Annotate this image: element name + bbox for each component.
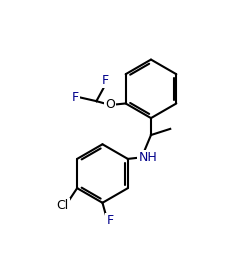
Text: F: F [71, 91, 78, 104]
Text: NH: NH [138, 151, 157, 164]
Text: F: F [106, 214, 113, 227]
Text: F: F [102, 74, 109, 87]
Text: Cl: Cl [56, 199, 68, 212]
Text: O: O [105, 98, 115, 112]
